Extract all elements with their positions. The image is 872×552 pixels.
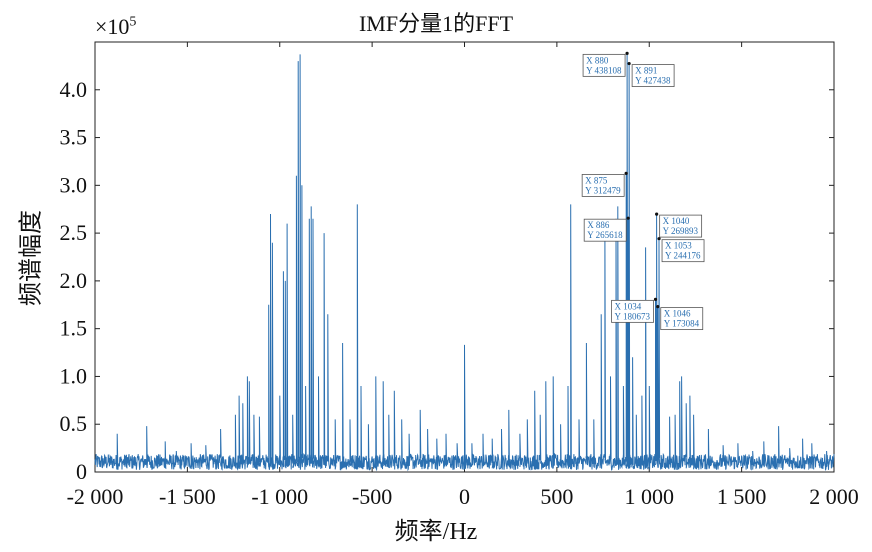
datatip-y-text: Y 180673: [615, 311, 651, 321]
datatip-x-text: X 1034: [615, 301, 642, 311]
datatip-x-text: X 1046: [664, 309, 691, 319]
datatip-y-text: Y 173084: [664, 319, 700, 329]
datatip-y-text: Y 427438: [635, 76, 671, 86]
datatip-box: [581, 174, 625, 197]
y-tick-label: 0.5: [60, 411, 88, 436]
y-tick-label: 3.0: [60, 172, 88, 197]
datatip-box: [582, 53, 626, 77]
datatip-box: [631, 64, 675, 87]
y-multiplier-base: ×10: [95, 14, 130, 39]
x-tick-label: -500: [352, 484, 392, 509]
datatip-x-text: X 880: [586, 55, 609, 65]
y-tick-label: 3.5: [60, 125, 88, 150]
x-tick-label: 500: [540, 484, 573, 509]
y-tick-label: 2.0: [60, 268, 88, 293]
datatip-box: [661, 239, 705, 263]
x-axis-ticks: -2 000 -1 500 -1 000 -500 0 500 1 000 1 500 2 00…: [67, 42, 859, 509]
y-multiplier-exponent: 5: [129, 14, 137, 30]
x-tick-label: 2 000: [809, 484, 859, 509]
y-tick-label: 2.5: [60, 220, 88, 245]
chart-title: IMF分量1的FFT: [358, 11, 514, 36]
datatip-y-text: Y 312479: [585, 185, 621, 195]
x-tick-label: 0: [459, 484, 470, 509]
x-tick-label: -1 500: [159, 484, 216, 509]
y-axis-ticks: 0 0.5 1.0 1.5 2.0 2.5 3.0 3.5 4.0: [60, 77, 834, 484]
datatip-marker: [653, 297, 658, 301]
y-tick-label: 4.0: [60, 77, 88, 102]
datatip-marker: [656, 305, 660, 309]
x-tick-label: 1 500: [717, 484, 767, 509]
datatip-x-text: X 1053: [665, 241, 692, 251]
datatip-y-text: Y 265618: [587, 230, 623, 240]
datatip-x-text: X 891: [635, 66, 657, 76]
datatip-x-text: X 1040: [663, 216, 690, 226]
x-tick-label: 1 000: [625, 484, 675, 509]
datatip-marker: [655, 212, 659, 216]
datatip-y-text: Y 244176: [665, 251, 701, 261]
datatip-marker: [625, 51, 629, 55]
spectrum-line: [94, 53, 835, 472]
datatip-marker: [624, 171, 628, 176]
y-tick-label: 1.5: [60, 316, 88, 341]
datatip-box: [583, 218, 627, 242]
x-axis-label: 频率/Hz: [394, 519, 478, 545]
x-tick-label: -2 000: [67, 484, 124, 509]
y-axis-multiplier: ×105: [95, 14, 136, 40]
datatip-x-text: X 886: [587, 220, 610, 230]
datatip-marker: [657, 237, 661, 241]
datatip-y-text: Y 438108: [586, 65, 622, 75]
datatip-box: [611, 299, 654, 323]
datatip-x-text: X 875: [585, 175, 608, 185]
datatip-y-text: Y 269893: [663, 226, 699, 236]
x-tick-label: -1 000: [251, 484, 308, 509]
datatip-marker: [627, 61, 631, 66]
datatip-marker: [626, 216, 630, 220]
datatip-box: [659, 214, 703, 238]
datatip-box: [660, 307, 704, 331]
y-tick-label: 0: [76, 459, 87, 484]
y-tick-label: 1.0: [60, 363, 88, 388]
